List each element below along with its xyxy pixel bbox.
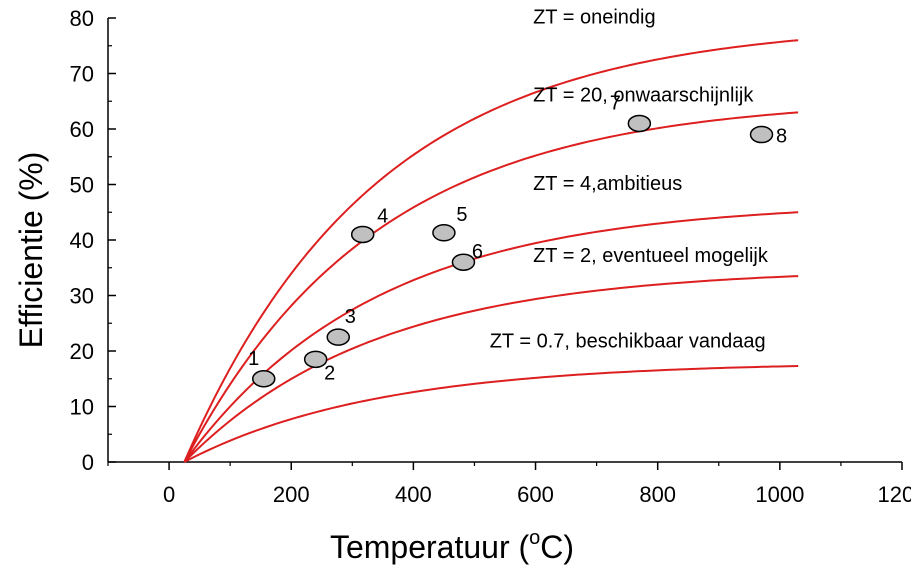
y-tick-label: 0	[82, 450, 94, 475]
curve-label-5: ZT = 0.7, beschikbaar vandaag	[490, 331, 766, 353]
x-tick-label: 600	[517, 482, 554, 507]
y-tick-label: 20	[70, 339, 94, 364]
curve-label-2: ZT = 20, onwaarschijnlijk	[533, 84, 754, 106]
point-label-7: 7	[610, 92, 621, 114]
point-labels: 123456789	[248, 92, 787, 384]
data-point-5	[432, 224, 456, 242]
y-tick-label: 80	[70, 6, 94, 31]
x-tick-label: 1000	[755, 482, 804, 507]
data-point-3	[326, 328, 351, 346]
zt-curve-1	[183, 39, 799, 463]
y-tick-label: 70	[70, 62, 94, 87]
point-label-4: 4	[377, 205, 388, 227]
zt-curve-2	[183, 111, 799, 463]
x-tick-label: 400	[395, 482, 432, 507]
point-label-8: 8	[776, 126, 787, 148]
x-tick-label: 800	[639, 482, 676, 507]
x-axis-title: Temperatuur (oC)	[330, 527, 574, 565]
point-label-5: 5	[456, 204, 467, 226]
zt-curve-4	[183, 275, 799, 463]
point-label-3: 3	[345, 306, 356, 328]
axes: 01020304050607080020040060080010001200	[70, 6, 911, 507]
data-point-2	[303, 350, 328, 369]
y-tick-label: 50	[70, 173, 94, 198]
x-tick-label: 0	[163, 482, 175, 507]
data-point-6	[451, 253, 476, 271]
data-point-7	[627, 114, 652, 133]
curve-labels: ZT = oneindig ZT = 20, onwaarschijnlijk ZT…	[490, 7, 769, 353]
data-points	[251, 114, 774, 388]
point-label-6: 6	[472, 241, 483, 263]
point-label-2: 2	[324, 362, 335, 384]
y-tick-label: 40	[70, 228, 94, 253]
x-tick-label: 1200	[878, 482, 911, 507]
data-point-4	[350, 225, 375, 244]
data-point-8	[749, 125, 774, 144]
point-label-1: 1	[248, 348, 259, 370]
y-tick-label: 30	[70, 284, 94, 309]
curve-label-1: ZT = oneindig	[533, 7, 656, 29]
curve-label-3: ZT = 4,ambitieus	[533, 173, 682, 195]
degree-superscript: o	[529, 527, 540, 549]
y-tick-label: 60	[70, 117, 94, 142]
curve-label-4: ZT = 2, eventueel mogelijk	[533, 245, 769, 267]
zt-curve-5	[183, 364, 799, 463]
zt-curves	[183, 39, 799, 463]
zt-curve-3	[183, 211, 799, 463]
y-axis-title: Efficientie (%)	[13, 152, 49, 349]
data-point-1	[251, 370, 276, 388]
y-tick-label: 10	[70, 395, 94, 420]
x-tick-label: 200	[273, 482, 310, 507]
